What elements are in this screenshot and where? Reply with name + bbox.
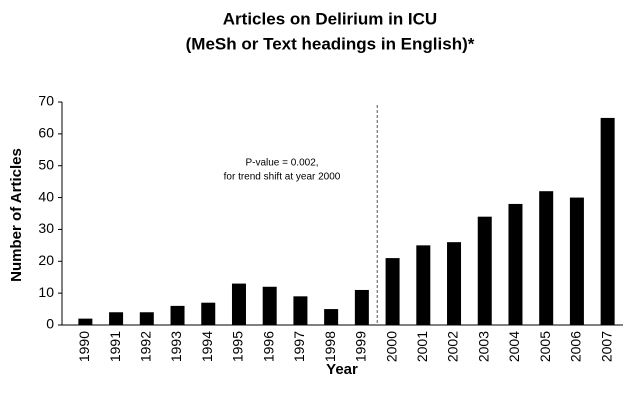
chart-subtitle: (MeSh or Text headings in English)*	[186, 34, 475, 53]
bar	[170, 305, 185, 325]
x-tick-label: 1998	[322, 331, 338, 362]
bar	[385, 258, 400, 325]
x-tick-label: 1997	[291, 331, 307, 362]
chart-title: Articles on Delirium in ICU	[223, 9, 437, 28]
x-tick-label: 1995	[230, 331, 246, 362]
y-tick-label: 50	[38, 156, 54, 172]
x-tick-label: 2006	[568, 331, 584, 362]
y-axis-title: Number of Articles	[8, 148, 25, 282]
y-tick-label: 60	[38, 125, 54, 141]
bar	[539, 191, 554, 325]
bar	[262, 286, 277, 325]
bar	[416, 245, 431, 325]
x-axis-title: Year	[326, 361, 358, 378]
y-tick-label: 40	[38, 188, 54, 204]
y-tick-label: 0	[46, 316, 54, 332]
bar	[477, 216, 492, 325]
bar	[569, 197, 584, 325]
bar	[447, 242, 462, 325]
x-tick-label: 2007	[598, 331, 614, 362]
bar	[354, 289, 369, 325]
x-tick-label: 1992	[138, 331, 154, 362]
y-tick-label: 20	[38, 252, 54, 268]
x-tick-label: 2003	[475, 331, 491, 362]
x-tick-label: 1999	[353, 331, 369, 362]
bar	[293, 296, 308, 325]
bar	[600, 117, 615, 325]
x-tick-label: 1996	[260, 331, 276, 362]
x-tick-label: 2001	[414, 331, 430, 362]
annotation: for trend shift at year 2000	[224, 172, 341, 183]
bar	[508, 203, 523, 325]
annotation: P-value = 0.002,	[245, 158, 318, 169]
x-tick-label: 2004	[506, 331, 522, 362]
y-tick-label: 30	[38, 220, 54, 236]
x-tick-label: 1991	[107, 331, 123, 362]
bar	[78, 318, 93, 325]
bar	[231, 283, 246, 325]
y-tick-label: 10	[38, 284, 54, 300]
bar	[139, 312, 154, 325]
bar	[201, 302, 216, 325]
bar	[109, 312, 124, 325]
x-tick-label: 1990	[76, 331, 92, 362]
x-tick-label: 1993	[168, 331, 184, 362]
x-tick-label: 1994	[199, 331, 215, 362]
bar	[324, 309, 339, 325]
y-tick-label: 70	[38, 93, 54, 109]
x-tick-label: 2000	[383, 331, 399, 362]
x-tick-label: 2002	[445, 331, 461, 362]
x-tick-label: 2005	[537, 331, 553, 362]
